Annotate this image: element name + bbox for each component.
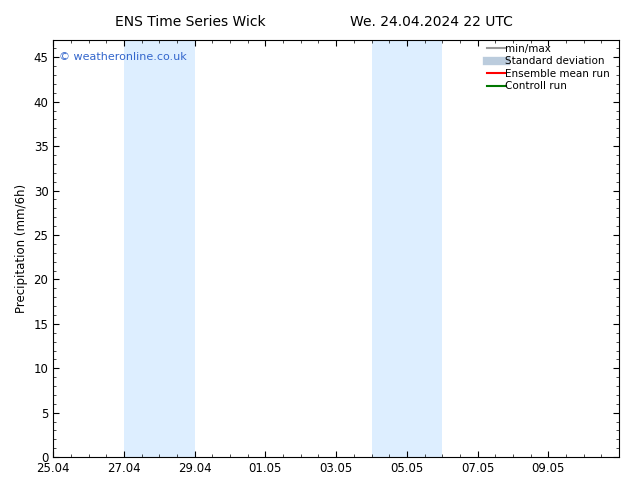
Text: ENS Time Series Wick: ENS Time Series Wick — [115, 15, 266, 29]
Text: © weatheronline.co.uk: © weatheronline.co.uk — [59, 52, 186, 62]
Y-axis label: Precipitation (mm/6h): Precipitation (mm/6h) — [15, 184, 28, 313]
Text: We. 24.04.2024 22 UTC: We. 24.04.2024 22 UTC — [350, 15, 512, 29]
Legend: min/max, Standard deviation, Ensemble mean run, Controll run: min/max, Standard deviation, Ensemble me… — [484, 41, 618, 95]
Bar — [372, 40, 443, 457]
Bar — [124, 40, 195, 457]
